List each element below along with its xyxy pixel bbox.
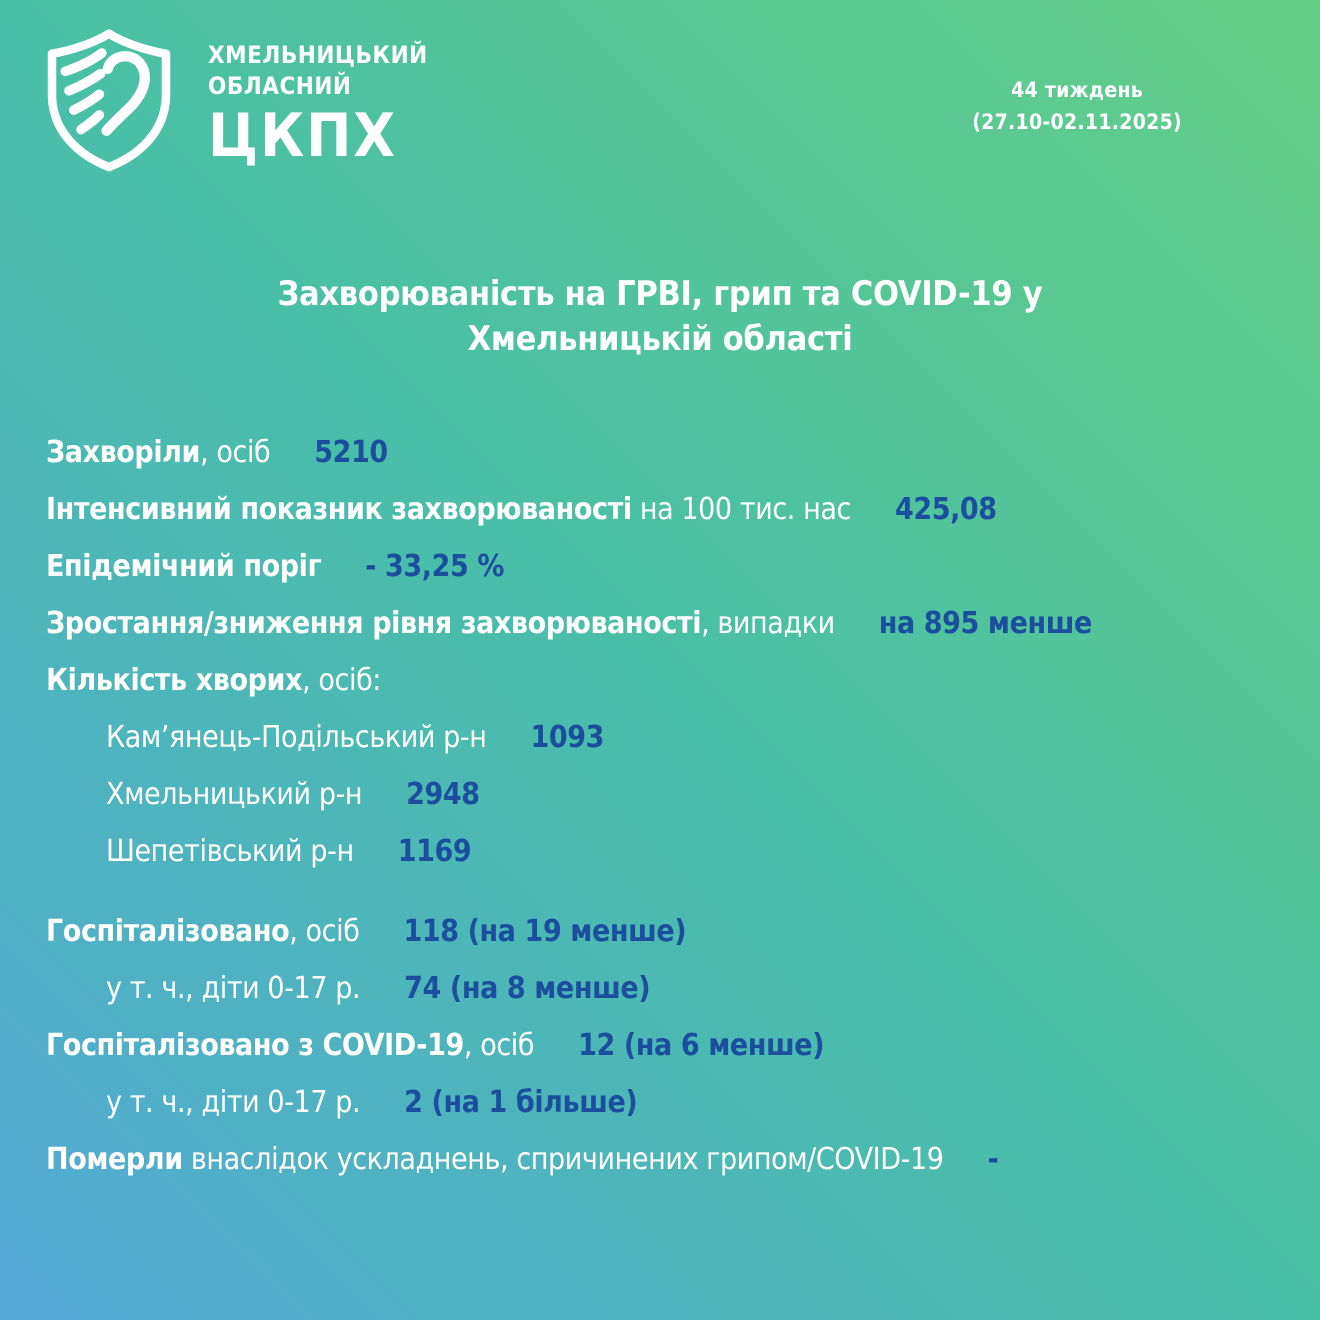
stat-label-regular: Хмельницький р-н	[106, 777, 363, 812]
stat-value: -	[987, 1142, 999, 1177]
stat-row: у т. ч., діти 0-17 р. 74 (на 8 менше)	[46, 960, 1280, 1017]
page-title-line2: Хмельницькій області	[467, 319, 853, 359]
stat-row: Інтенсивний показник захворюваності на 1…	[46, 481, 1280, 538]
stat-label-bold: Госпіталізовано	[46, 914, 290, 949]
week-badge: 44 тиждень (27.10-02.11.2025)	[972, 74, 1182, 138]
stat-value: 118 (на 19 менше)	[403, 914, 687, 949]
stat-label: Госпіталізовано з COVID-19, осіб	[46, 1017, 535, 1074]
stat-value: 74 (на 8 менше)	[404, 971, 651, 1006]
stat-label-regular: , осіб	[463, 1028, 535, 1063]
stat-label-regular: у т. ч., діти 0-17 р.	[106, 971, 361, 1006]
shield-heart-stripes-icon	[47, 29, 171, 172]
logo-text: ХМЕЛЬНИЦЬКИЙ ОБЛАСНИЙ ЦКПХ	[208, 24, 428, 166]
stat-label-bold: Госпіталізовано з COVID-19	[46, 1028, 464, 1063]
stat-label-regular: , випадки	[701, 606, 835, 641]
stat-row: Госпіталізовано, осіб 118 (на 19 менше)	[46, 903, 1280, 960]
stat-label: Кам’янець-Подільський р-н	[106, 709, 487, 766]
stat-value: 1169	[397, 834, 472, 869]
stat-value: - 33,25 %	[365, 549, 505, 584]
page-title-line1: Захворюваність на ГРВІ, грип та COVID-19…	[277, 274, 1043, 314]
stat-label-regular: , осіб	[289, 914, 360, 949]
stats-list: Захворіли, осіб 5210 Інтенсивний показни…	[46, 424, 1280, 1188]
stat-value: 2 (на 1 більше)	[404, 1085, 638, 1120]
stat-label: Хмельницький р-н	[106, 766, 363, 823]
stat-label: Шепетівський р-н	[106, 823, 354, 880]
stat-label-regular: у т. ч., діти 0-17 р.	[106, 1085, 361, 1120]
stat-label: Госпіталізовано, осіб	[46, 903, 360, 960]
stat-label-regular: на 100 тис. нас	[631, 492, 852, 527]
stat-label-bold: Кількість хворих	[46, 663, 303, 698]
stat-label-bold: Захворіли	[46, 435, 201, 470]
week-number: 44 тиждень	[1011, 78, 1144, 102]
stat-label-bold: Епідемічний поріг	[46, 549, 322, 584]
stat-label: Захворіли, осіб	[46, 424, 271, 481]
stat-label: Інтенсивний показник захворюваності на 1…	[46, 481, 851, 538]
logo: ХМЕЛЬНИЦЬКИЙ ОБЛАСНИЙ ЦКПХ	[36, 24, 428, 178]
stat-label-bold: Зростання/зниження рівня захворюваності	[46, 606, 702, 641]
logo-org-line2: ОБЛАСНИЙ	[208, 72, 352, 100]
stat-value: 5210	[314, 435, 388, 470]
stat-label: Померли внаслідок ускладнень, спричинени…	[46, 1131, 944, 1188]
page-title: Захворюваність на ГРВІ, грип та COVID-19…	[0, 272, 1320, 362]
stat-value: на 895 менше	[878, 606, 1093, 641]
stat-row: Хмельницький р-н 2948	[46, 766, 1280, 823]
stat-label-regular: внаслідок ускладнень, спричинених грипом…	[182, 1142, 944, 1177]
stat-value: 425,08	[894, 492, 997, 527]
stat-row: Захворіли, осіб 5210	[46, 424, 1280, 481]
stat-row: Кількість хворих, осіб:	[46, 652, 1280, 709]
stat-label: Зростання/зниження рівня захворюваності,…	[46, 595, 835, 652]
stat-label: Епідемічний поріг	[46, 538, 322, 595]
logo-acronym: ЦКПХ	[208, 101, 398, 171]
stat-row: Госпіталізовано з COVID-19, осіб 12 (на …	[46, 1017, 1280, 1074]
stat-value: 2948	[406, 777, 480, 812]
stat-value: 12 (на 6 менше)	[578, 1028, 825, 1063]
stat-row: Зростання/зниження рівня захворюваності,…	[46, 595, 1280, 652]
stat-label-bold: Інтенсивний показник захворюваності	[46, 492, 632, 527]
stat-value: 1093	[530, 720, 605, 755]
stat-label-regular: Шепетівський р-н	[106, 834, 354, 869]
stat-label: у т. ч., діти 0-17 р.	[106, 1074, 361, 1131]
stat-label-regular: , осіб:	[302, 663, 382, 698]
stat-label-bold: Померли	[46, 1142, 183, 1177]
stat-label-regular: Кам’янець-Подільський р-н	[106, 720, 487, 755]
stat-row: Епідемічний поріг - 33,25 %	[46, 538, 1280, 595]
logo-org-line1: ХМЕЛЬНИЦЬКИЙ	[208, 41, 428, 69]
stat-row: Кам’янець-Подільський р-н 1093	[46, 709, 1280, 766]
week-date-range: (27.10-02.11.2025)	[972, 110, 1182, 134]
stat-row: Померли внаслідок ускладнень, спричинени…	[46, 1131, 1280, 1188]
stat-label-regular: , осіб	[200, 435, 271, 470]
stat-label: Кількість хворих, осіб:	[46, 652, 381, 709]
stat-row: Шепетівський р-н 1169	[46, 823, 1280, 880]
stat-label: у т. ч., діти 0-17 р.	[106, 960, 361, 1017]
stat-row: у т. ч., діти 0-17 р. 2 (на 1 більше)	[46, 1074, 1280, 1131]
